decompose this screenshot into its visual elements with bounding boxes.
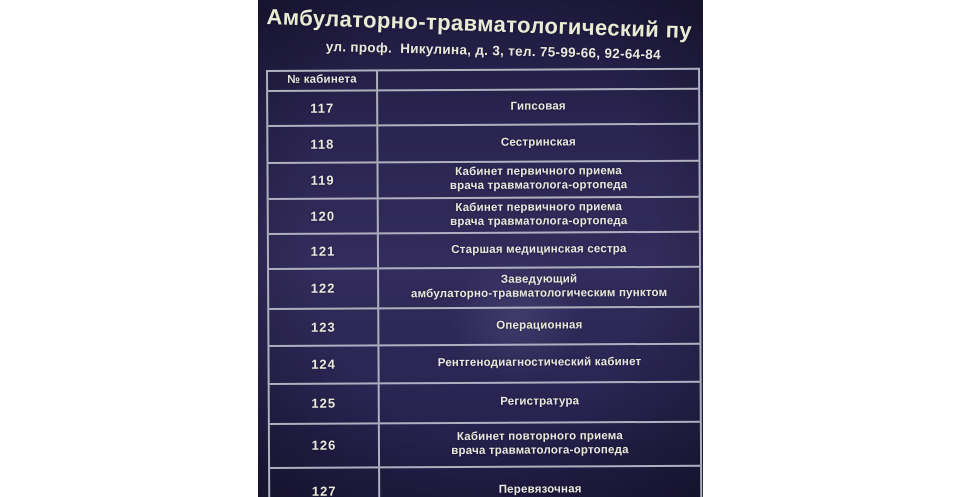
cabinet-number-cell: 125: [269, 384, 380, 423]
sign-photo: Амбулаторно-травматологический пу ул. пр…: [258, 0, 703, 497]
column-header-purpose: [378, 70, 698, 90]
table-row: 127 Перевязочная: [270, 467, 700, 497]
table-row: 125 Регистратура: [269, 382, 700, 425]
cabinet-number-cell: 127: [270, 468, 381, 497]
purpose-cell: Кабинет первичного приема врача травматол…: [450, 201, 628, 228]
cabinet-number-cell: 122: [269, 269, 380, 308]
purpose-cell: Перевязочная: [498, 483, 582, 496]
purpose-cell: Кабинет первичного приема врача травматол…: [449, 165, 628, 193]
cabinet-number-cell: 120: [268, 199, 379, 233]
table-row: 117 Гипсовая: [268, 89, 699, 127]
sign-title: Амбулаторно-травматологический пу: [266, 4, 693, 44]
purpose-cell: Операционная: [496, 319, 583, 332]
sign-address-phone: ул. проф. Никулина, д. 3, тел. 75-99-66,…: [325, 39, 662, 63]
cabinet-number-cell: 123: [269, 309, 380, 345]
table-row: 122 Заведующий амбулаторно-травматологиче…: [269, 267, 700, 310]
purpose-cell: Рентгенодиагностический кабинет: [437, 356, 642, 370]
cabinet-number-cell: 117: [268, 91, 379, 125]
purpose-cell: Гипсовая: [510, 100, 566, 113]
table-row: 126 Кабинет повторного приема врача травм…: [269, 422, 701, 469]
cabinet-number-cell: 119: [268, 163, 379, 198]
purpose-cell: Заведующий амбулаторно-травматологическим…: [410, 273, 668, 301]
purpose-cell: Кабинет повторного приема врача травматол…: [451, 430, 629, 458]
table-body: 117 Гипсовая 118 Сестринская 119 Кабинет…: [268, 89, 701, 497]
purpose-cell: Сестринская: [500, 136, 576, 149]
table-row: 118 Сестринская: [268, 124, 699, 164]
cabinet-number-cell: 124: [269, 346, 380, 383]
cabinet-number-cell: 126: [269, 424, 381, 467]
sign-board: Амбулаторно-травматологический пу ул. пр…: [258, 0, 703, 497]
cabinet-table: № кабинета 117 Гипсовая 118 Сестринская …: [266, 67, 703, 497]
table-row: 119 Кабинет первичного приема врача травм…: [268, 161, 699, 200]
purpose-cell: Старшая медицинская сестра: [451, 242, 627, 256]
table-row: 124 Рентгенодиагностический кабинет: [269, 344, 700, 385]
table-row: 120 Кабинет первичного приема врача травм…: [268, 197, 699, 235]
table-row: 121 Старшая медицинская сестра: [268, 232, 700, 270]
table-row: 123 Операционная: [269, 307, 700, 347]
table-header-row: № кабинета: [268, 69, 699, 92]
column-header-cabinet-number: № кабинета: [268, 71, 379, 90]
cabinet-number-cell: 121: [268, 234, 380, 268]
cabinet-number-cell: 118: [268, 126, 379, 162]
purpose-cell: Регистратура: [500, 395, 580, 408]
